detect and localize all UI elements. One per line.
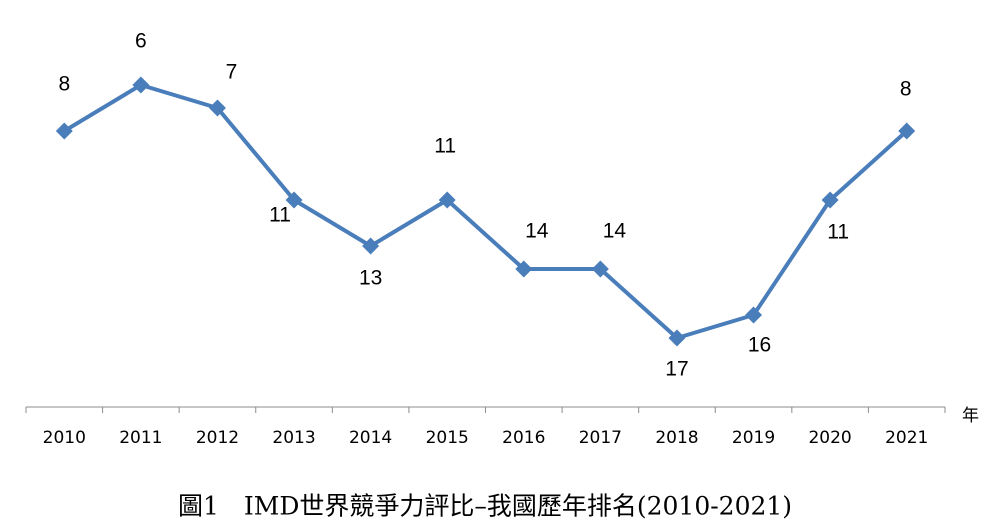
marker — [591, 260, 609, 278]
x-tick-label: 2017 — [579, 428, 622, 448]
x-tick-label: 2013 — [272, 428, 315, 448]
x-tick-label: 2016 — [502, 428, 545, 448]
marker — [438, 191, 456, 209]
data-label: 11 — [827, 221, 849, 244]
marker — [515, 260, 533, 278]
marker — [898, 122, 916, 140]
marker — [362, 237, 380, 255]
x-tick-label: 2018 — [655, 428, 698, 448]
caption: 圖1 IMD世界競爭力評比–我國歷年排名(2010-2021) — [178, 492, 792, 521]
x-tick-label: 2021 — [885, 428, 928, 448]
data-label: 16 — [748, 334, 771, 357]
line — [63, 83, 909, 340]
x-axis-label: 年 — [962, 406, 979, 426]
x-tick-label: 2019 — [732, 428, 775, 448]
x-tick-label: 2020 — [808, 428, 851, 448]
marker — [208, 99, 226, 117]
marker — [821, 191, 839, 209]
marker — [132, 76, 150, 94]
data-label: 11 — [434, 135, 456, 158]
marker — [55, 122, 73, 140]
data-label: 11 — [269, 204, 291, 227]
data-label: 7 — [226, 61, 238, 84]
data-label: 13 — [359, 267, 382, 290]
x-tick-label: 2015 — [426, 428, 469, 448]
data-label: 17 — [665, 358, 688, 381]
x-tick-label: 2010 — [43, 428, 86, 448]
data-label: 14 — [603, 220, 627, 243]
marker — [668, 329, 686, 347]
data-label: 8 — [900, 78, 912, 101]
data-label: 8 — [58, 73, 70, 96]
marker — [745, 306, 763, 324]
marker — [285, 191, 303, 209]
data-label: 14 — [525, 220, 549, 243]
x-tick-label: 2011 — [119, 428, 162, 448]
data-label: 6 — [135, 30, 147, 53]
x-tick-label: 2012 — [196, 428, 239, 448]
x-tick-label: 2014 — [349, 428, 392, 448]
